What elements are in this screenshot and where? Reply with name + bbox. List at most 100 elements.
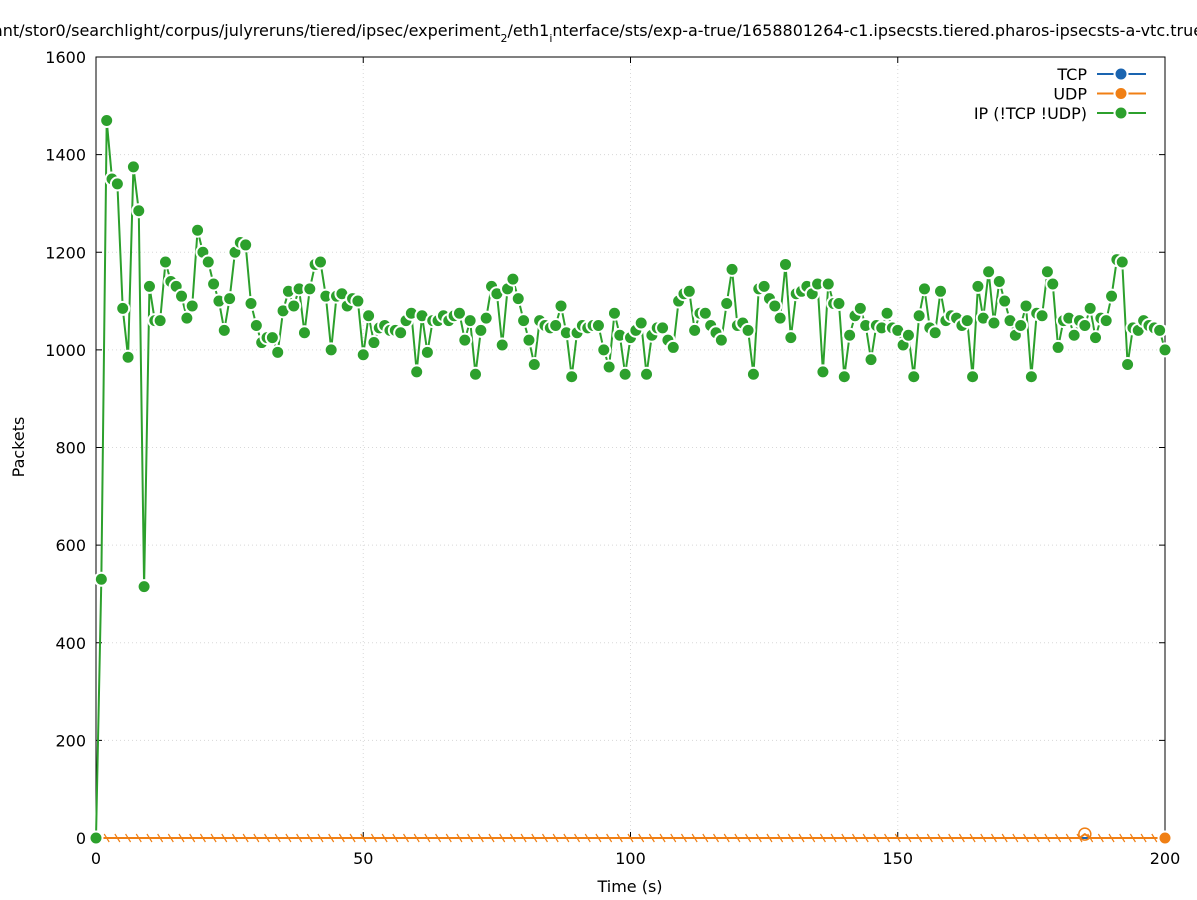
data-point (243, 296, 259, 311)
y-axis-label: Packets (9, 417, 28, 478)
series-zero-tick (755, 833, 762, 843)
y-tick-label: 400 (55, 634, 86, 653)
series-zero-tick (306, 833, 313, 843)
data-point (1114, 254, 1130, 270)
series-zero-tick (1097, 833, 1104, 843)
series-zero-tick (584, 833, 591, 843)
data-point (1120, 357, 1136, 373)
data-point (719, 296, 735, 311)
series-zero-tick (253, 833, 260, 843)
data-point (906, 369, 922, 385)
y-tick-label: 1200 (45, 243, 86, 262)
series-zero-tick (958, 833, 965, 843)
legend-label: UDP (1053, 85, 1087, 104)
data-point (1082, 300, 1098, 316)
series-zero-tick (948, 833, 955, 843)
data-point (916, 281, 932, 297)
series-zero-tick (595, 833, 602, 843)
series-zero-tick (606, 833, 613, 843)
series-zero-tick (777, 833, 784, 843)
y-tick-label: 600 (55, 536, 86, 555)
data-point (270, 344, 286, 360)
data-point (933, 283, 949, 299)
series-zero-tick (199, 833, 206, 843)
legend-label: IP (!TCP !UDP) (974, 104, 1087, 123)
data-point (601, 359, 617, 375)
data-point (184, 298, 200, 314)
axis-ticks: 0 50 100 150 200 0 200 400 600 800 1000 1200 1400 160… (45, 48, 1180, 868)
data-point (687, 322, 703, 338)
data-point (355, 347, 371, 363)
data-point (900, 327, 916, 343)
data-point (312, 254, 328, 270)
data-point (248, 317, 264, 333)
data-point (639, 366, 655, 382)
data-point (1098, 313, 1114, 329)
series-line (96, 833, 1165, 839)
data-point (1018, 298, 1034, 314)
series-zero-tick (713, 833, 720, 843)
data-point (1023, 369, 1039, 385)
data-point (772, 310, 788, 326)
series-zero-tick (937, 833, 944, 843)
series-zero-tick (862, 833, 869, 843)
series-zero-tick (670, 833, 677, 843)
data-point (927, 325, 943, 341)
series-zero-tick (723, 833, 730, 843)
series-zero-tick (1033, 833, 1040, 843)
series-zero-tick (926, 833, 933, 843)
series-zero-tick (210, 833, 217, 843)
series-zero-tick (648, 833, 655, 843)
data-point (361, 308, 377, 324)
series-zero-tick (531, 833, 538, 843)
series-zero-tick (114, 833, 121, 843)
x-tick-label: 150 (882, 849, 913, 868)
y-tick-label: 1400 (45, 146, 86, 165)
series-zero-tick (338, 833, 345, 843)
x-tick-label: 200 (1150, 849, 1181, 868)
series-layer (88, 112, 1173, 846)
series-zero-tick (189, 833, 196, 843)
series-zero-tick (766, 833, 773, 843)
data-point (174, 288, 190, 304)
series-zero-tick (1001, 833, 1008, 843)
data-point (553, 298, 569, 314)
x-tick-label: 100 (615, 849, 646, 868)
y-tick-label: 1600 (45, 48, 86, 67)
series-zero-tick (563, 833, 570, 843)
series-zero-tick (798, 833, 805, 843)
data-point (393, 325, 409, 341)
data-point (1013, 317, 1029, 333)
data-point (564, 369, 580, 385)
series-zero-tick (884, 833, 891, 843)
data-point (494, 337, 510, 353)
data-point (1050, 339, 1066, 355)
data-point (366, 335, 382, 351)
data-point (323, 342, 339, 358)
data-point (1034, 308, 1050, 324)
series-zero-tick (103, 833, 110, 843)
series-zero-tick (659, 833, 666, 843)
series-zero-tick (467, 833, 474, 843)
series-zero-tick (980, 833, 987, 843)
series-zero-tick (370, 833, 377, 843)
data-point (179, 310, 195, 326)
data-point (778, 256, 793, 272)
data-point (606, 305, 622, 321)
data-point (863, 352, 879, 368)
data-point (596, 342, 612, 358)
series-zero-tick (916, 833, 923, 843)
series-zero-tick (841, 833, 848, 843)
series-line (95, 119, 1166, 839)
series-zero-tick (1108, 833, 1115, 843)
series-zero-tick (1065, 833, 1072, 843)
data-point (141, 278, 157, 294)
series-zero-tick (1129, 833, 1136, 843)
series-zero-tick (435, 833, 442, 843)
data-point (451, 305, 467, 321)
series-zero-tick (1119, 833, 1126, 843)
data-point (216, 322, 232, 338)
series-zero-tick (691, 833, 698, 843)
data-point (655, 320, 671, 336)
data-point (1078, 827, 1092, 841)
